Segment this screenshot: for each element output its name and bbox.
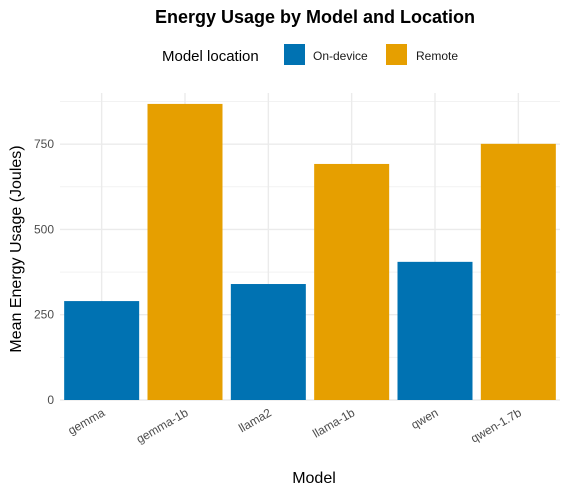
legend-swatch-on-device [284,44,305,65]
bar-qwen [397,261,473,400]
y-axis-title: Mean Energy Usage (Joules) [8,145,25,352]
x-tick-label: llama2 [236,405,274,435]
chart-title: Energy Usage by Model and Location [155,7,475,27]
legend: Model location On-device Remote [162,44,458,65]
y-tick-label: 250 [34,308,54,322]
legend-title: Model location [162,48,259,65]
legend-label-on-device: On-device [313,49,368,63]
bar-llama-1b [314,163,390,400]
x-tick-label: gemma-1b [134,405,191,446]
bar-qwen-1.7b [480,143,556,400]
x-axis-title: Model [292,470,336,487]
y-axis-ticks: 0 250 500 750 [34,137,54,407]
y-tick-label: 500 [34,222,54,236]
bar-gemma [64,301,140,400]
x-tick-label: llama-1b [310,405,357,440]
bar-gemma-1b [147,103,223,400]
bar-llama2 [230,284,306,400]
legend-swatch-remote [386,44,407,65]
y-tick-label: 0 [47,393,54,407]
x-axis-ticks: gemma gemma-1b llama2 llama-1b qwen qwen-1.7b [66,405,525,446]
x-tick-label: gemma [66,405,108,437]
legend-label-remote: Remote [416,49,458,63]
x-tick-label: qwen [409,405,441,431]
x-tick-label: qwen-1.7b [468,405,524,445]
bars [64,103,556,400]
y-tick-label: 750 [34,137,54,151]
